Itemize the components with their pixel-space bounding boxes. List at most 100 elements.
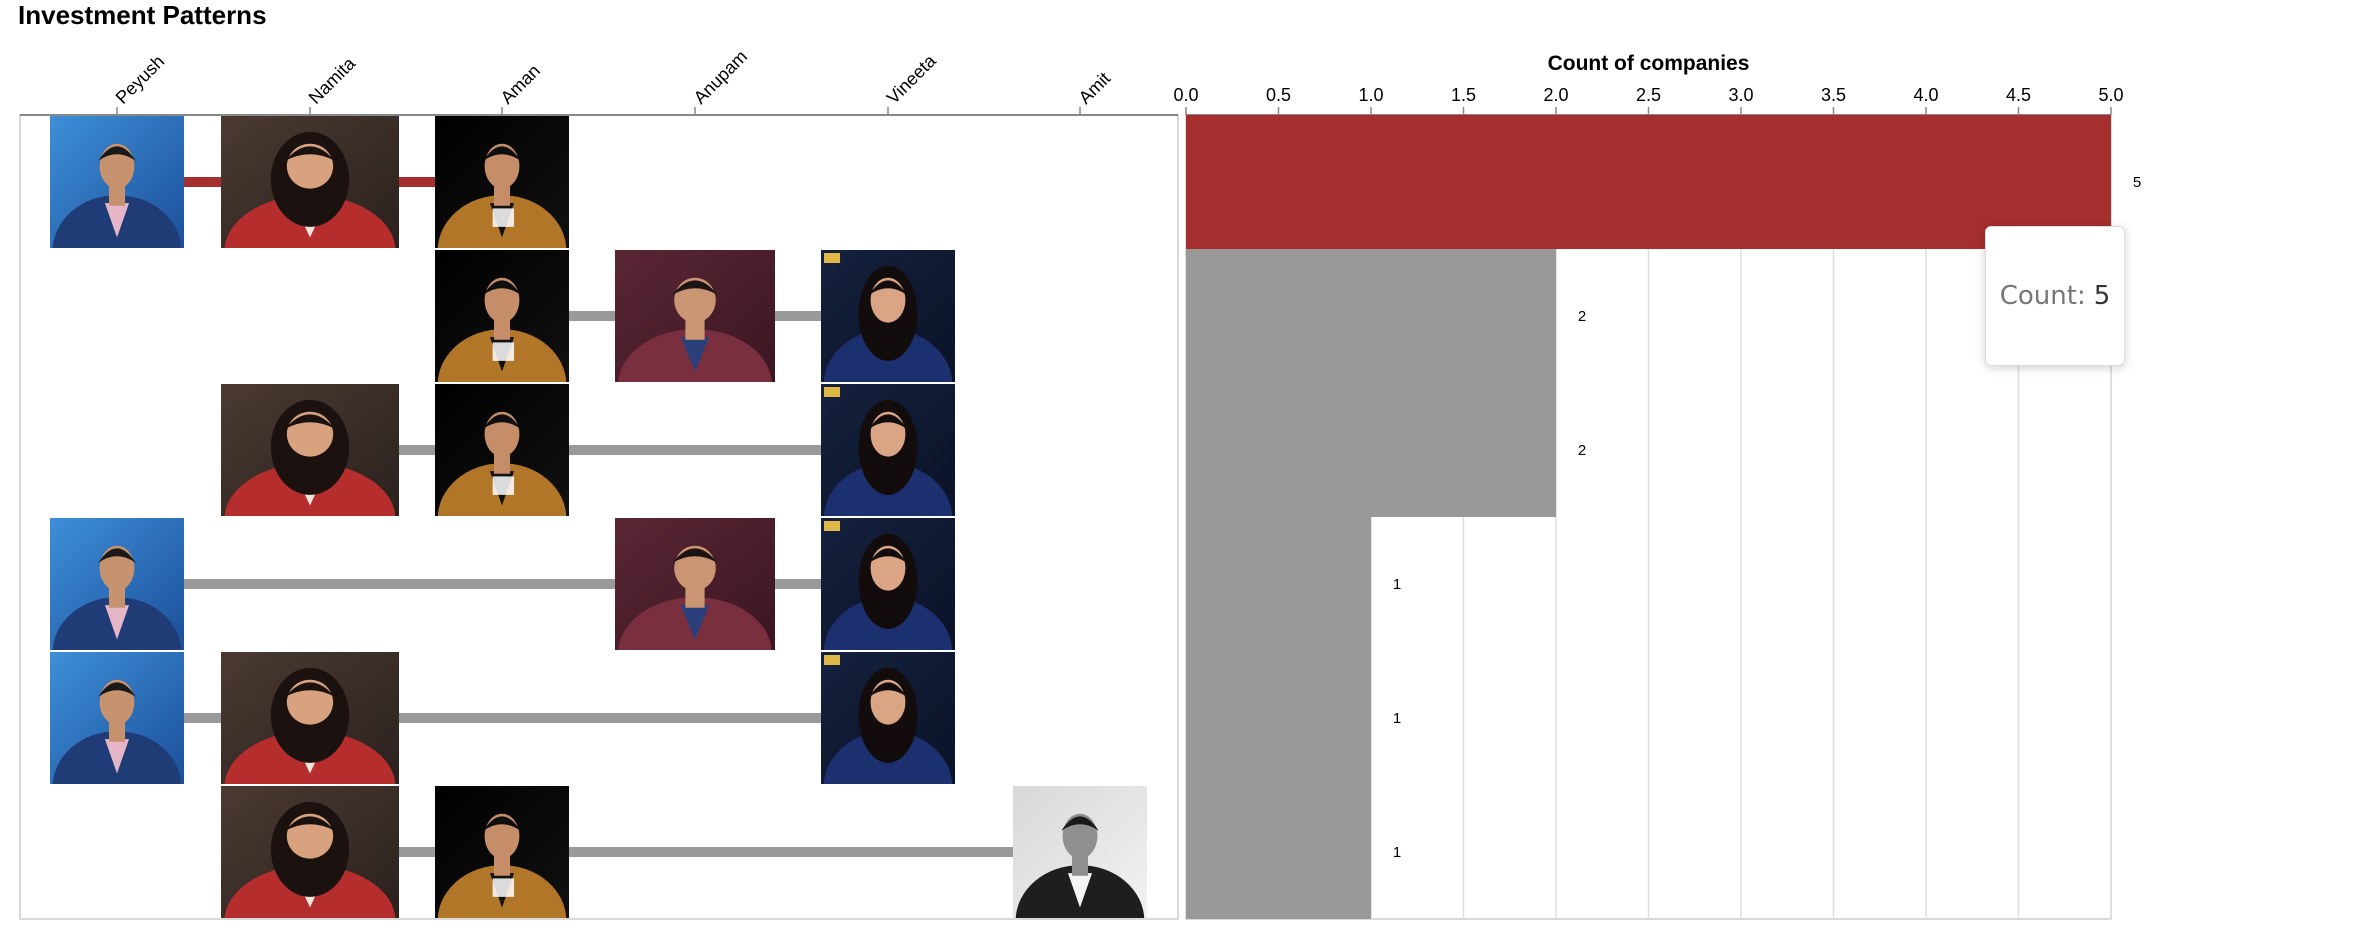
- avatar-shirt: [104, 739, 130, 774]
- matrix-row: [221, 786, 1147, 918]
- avatar-hair-top: [98, 682, 136, 697]
- avatar-amit: [1013, 786, 1147, 918]
- avatar-neck: [1071, 854, 1089, 876]
- avatar-hair-top: [285, 682, 335, 697]
- investor-label-aman: Aman: [497, 60, 544, 107]
- avatar-shirt-print: [492, 208, 515, 227]
- avatar-shirt-print: [492, 476, 515, 495]
- investor-matrix: Peyush Namita Aman Anupam Vineeta Amit: [19, 46, 1179, 920]
- matrix-row: [50, 518, 955, 650]
- avatar-hair-top: [483, 280, 521, 295]
- avatar-hair-top: [869, 280, 907, 295]
- avatar-aman: [435, 786, 569, 918]
- avatar-namita: [221, 384, 399, 516]
- bar-value-label: 1: [1393, 576, 1401, 593]
- avatar-hair-top: [483, 146, 521, 161]
- avatar-neck: [685, 586, 705, 608]
- avatar-hair-top: [285, 816, 335, 831]
- investor-label-peyush: Peyush: [112, 51, 169, 108]
- avatar-vineeta: [821, 518, 955, 650]
- x-tick-label: 1.5: [1451, 85, 1476, 105]
- bar-value-label: 1: [1393, 710, 1401, 727]
- bar[interactable]: [1186, 785, 1371, 919]
- avatar-peyush: [50, 116, 184, 248]
- bar-value-label: 2: [1578, 308, 1586, 325]
- investor-label-vineeta: Vineeta: [883, 50, 941, 108]
- avatar-badge: [824, 655, 840, 665]
- matrix-row: [50, 652, 955, 784]
- chart-title: Investment Patterns: [18, 0, 267, 30]
- avatar-shirt: [680, 605, 710, 640]
- avatar-vineeta: [821, 250, 955, 382]
- bar-value-label: 2: [1578, 442, 1586, 459]
- avatar-namita: [221, 652, 399, 784]
- x-tick-label: 3.0: [1728, 85, 1753, 105]
- tooltip-value: 5: [2093, 281, 2111, 311]
- avatar-hair-top: [98, 548, 136, 563]
- avatar-anupam: [615, 250, 775, 382]
- avatar-vineeta: [821, 652, 955, 784]
- x-axis-title: Count of companies: [1548, 52, 1750, 75]
- avatar-hair-top: [1061, 816, 1099, 831]
- avatar-shirt-print: [492, 342, 515, 361]
- avatar-hair-top: [672, 548, 718, 563]
- investor-label-amit: Amit: [1075, 68, 1115, 108]
- matrix-row: [221, 384, 955, 516]
- avatar-namita: [221, 116, 399, 248]
- matrix-frame: [19, 114, 1179, 920]
- avatar-hair-top: [483, 816, 521, 831]
- avatar-anupam: [615, 518, 775, 650]
- avatar-neck: [493, 184, 511, 206]
- avatar-aman: [435, 116, 569, 248]
- avatar-hair-top: [869, 548, 907, 563]
- bar[interactable]: [1186, 383, 1556, 517]
- avatar-hair-top: [483, 414, 521, 429]
- avatar-peyush: [50, 518, 184, 650]
- avatar-hair-top: [285, 146, 335, 161]
- x-tick-label: 1.0: [1358, 85, 1383, 105]
- avatar-neck: [108, 586, 126, 608]
- avatar-neck: [108, 720, 126, 742]
- avatar-vineeta: [821, 384, 955, 516]
- avatar-namita: [221, 786, 399, 918]
- investor-label-namita: Namita: [305, 53, 360, 108]
- x-tick-label: 4.0: [1913, 85, 1938, 105]
- avatar-neck: [493, 854, 511, 876]
- investor-label-anupam: Anupam: [690, 46, 752, 108]
- avatar-shirt: [1067, 873, 1093, 908]
- count-tooltip: Count: 5: [1985, 226, 2125, 366]
- bar[interactable]: [1186, 249, 1556, 383]
- avatar-badge: [824, 521, 840, 531]
- bar-chart: 0.0 0.5 1.0 1.5 2.0 2.5 3.0 3.5 4.0 4.5 5.0 Count o…: [1173, 52, 2141, 920]
- bar-value-label: 5: [2133, 174, 2141, 191]
- avatar-aman: [435, 250, 569, 382]
- avatar-neck: [493, 452, 511, 474]
- bar[interactable]: [1186, 651, 1371, 785]
- matrix-row: [50, 116, 569, 248]
- bar-value-label: 1: [1393, 844, 1401, 861]
- bar[interactable]: [1186, 115, 2111, 249]
- x-tick-label: 4.5: [2006, 85, 2031, 105]
- avatar-hair-top: [98, 146, 136, 161]
- bar[interactable]: [1186, 517, 1371, 651]
- avatar-peyush: [50, 652, 184, 784]
- avatar-shirt: [104, 203, 130, 238]
- avatar-neck: [685, 318, 705, 340]
- avatar-hair-top: [285, 414, 335, 429]
- avatar-neck: [493, 318, 511, 340]
- x-tick-label: 2.0: [1543, 85, 1568, 105]
- x-tick-label: 3.5: [1821, 85, 1846, 105]
- avatar-shirt: [104, 605, 130, 640]
- avatar-hair-top: [672, 280, 718, 295]
- avatar-hair-top: [869, 414, 907, 429]
- x-tick-label: 0.0: [1173, 85, 1198, 105]
- avatar-badge: [824, 253, 840, 263]
- avatar-shirt: [680, 337, 710, 372]
- avatar-aman: [435, 384, 569, 516]
- x-tick-label: 2.5: [1636, 85, 1661, 105]
- x-tick-label: 5.0: [2098, 85, 2123, 105]
- avatar-hair-top: [869, 682, 907, 697]
- x-tick-label: 0.5: [1266, 85, 1291, 105]
- avatar-badge: [824, 387, 840, 397]
